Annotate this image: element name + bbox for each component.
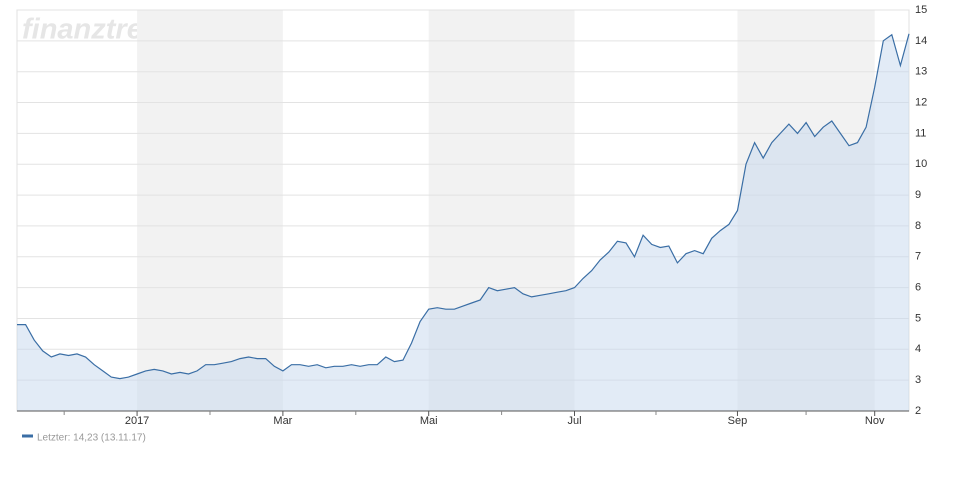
area-fill bbox=[17, 33, 909, 412]
x-tick-label: Jul bbox=[567, 415, 581, 427]
y-tick-label: 3 bbox=[915, 374, 921, 386]
y-tick-label: 5 bbox=[915, 312, 921, 324]
x-tick-label: Nov bbox=[865, 415, 885, 427]
y-tick-label: 9 bbox=[915, 189, 921, 201]
y-tick-label: 13 bbox=[915, 66, 927, 78]
y-tick-label: 7 bbox=[915, 251, 921, 263]
x-tick-label: Mai bbox=[420, 415, 438, 427]
y-tick-label: 6 bbox=[915, 282, 921, 294]
y-tick-label: 12 bbox=[915, 96, 927, 108]
y-tick-label: 8 bbox=[915, 220, 921, 232]
y-tick-label: 2 bbox=[915, 405, 921, 417]
shade-band bbox=[137, 10, 283, 411]
x-tick-label: Mar bbox=[273, 415, 292, 427]
y-tick-label: 11 bbox=[915, 127, 926, 139]
legend-label: Letzter: 14,23 (13.11.17) bbox=[37, 433, 146, 444]
x-tick-label: Sep bbox=[728, 415, 748, 427]
y-tick-label: 15 bbox=[915, 4, 927, 16]
x-tick-label: 2017 bbox=[125, 415, 149, 427]
y-tick-label: 4 bbox=[915, 343, 921, 355]
price-line bbox=[17, 33, 910, 380]
y-tick-label: 10 bbox=[915, 158, 927, 170]
y-tick-label: 14 bbox=[915, 35, 927, 47]
